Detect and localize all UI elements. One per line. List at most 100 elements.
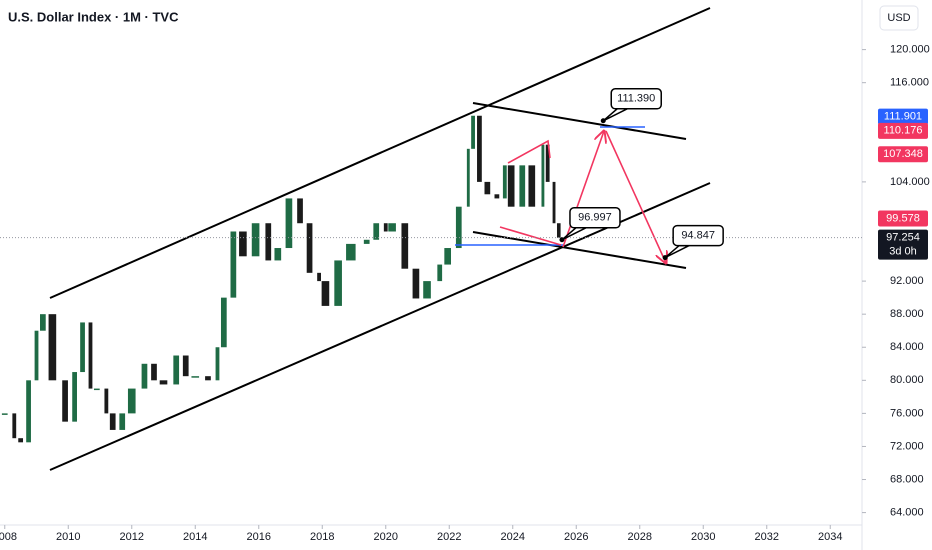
candle — [321, 281, 330, 306]
candle — [466, 148, 470, 207]
candle — [230, 231, 237, 298]
candle — [88, 322, 93, 389]
y-tick-label: 116.000 — [890, 77, 929, 89]
candle — [48, 314, 57, 381]
candle — [191, 376, 200, 378]
x-tick-label: 2030 — [691, 531, 715, 543]
candle — [159, 380, 168, 385]
y-tick-label: 120.000 — [890, 44, 930, 56]
callout-label: 111.390 — [617, 93, 655, 105]
candle — [437, 264, 443, 282]
price-tag — [878, 210, 928, 227]
y-tick-label: 68.000 — [890, 473, 924, 485]
candle — [444, 248, 452, 265]
candle — [251, 223, 260, 257]
price-tag-countdown: 3d 0h — [889, 246, 917, 258]
candle — [80, 322, 85, 373]
price-tag — [878, 122, 928, 139]
x-tick-label: 2034 — [818, 531, 842, 543]
candle — [507, 165, 515, 207]
candle — [528, 165, 536, 207]
candle — [274, 248, 282, 261]
candle — [412, 268, 420, 299]
price-tag-label: 111.901 — [884, 110, 922, 122]
x-tick-label: 2008 — [0, 531, 17, 543]
candle — [556, 223, 561, 238]
candle — [12, 413, 17, 439]
wedge-line — [507, 139, 551, 164]
x-tick-label: 2028 — [628, 531, 652, 543]
callout-label: 96.997 — [578, 212, 612, 224]
candle — [34, 330, 39, 381]
candle — [127, 388, 136, 414]
arrow — [562, 131, 604, 248]
candle — [484, 181, 491, 195]
candle — [215, 347, 220, 381]
callout-label: 94.847 — [681, 229, 715, 241]
candle — [62, 380, 68, 422]
candle — [519, 165, 526, 207]
arrow — [605, 130, 666, 263]
x-tick-label: 2024 — [501, 531, 525, 543]
candle — [541, 144, 545, 207]
y-tick-label: 72.000 — [890, 440, 924, 452]
candle — [502, 165, 507, 199]
candle — [72, 372, 77, 422]
trend-line — [49, 182, 711, 471]
x-tick-label: 2018 — [310, 531, 334, 543]
candle — [545, 144, 550, 182]
candle — [401, 223, 409, 269]
y-tick-label: 76.000 — [890, 407, 924, 419]
candle — [306, 223, 313, 273]
x-tick-label: 2022 — [437, 531, 461, 543]
candle — [220, 297, 227, 348]
candles — [1, 115, 561, 443]
price-tag — [878, 229, 928, 260]
candle — [119, 413, 126, 430]
price-tag-label: 99.578 — [886, 212, 920, 224]
candle — [346, 243, 356, 261]
candle — [40, 314, 46, 331]
candle — [285, 198, 293, 249]
y-tick-label: 92.000 — [890, 275, 924, 287]
candle — [423, 281, 431, 299]
currency-button[interactable] — [879, 5, 919, 31]
x-tick-label: 2032 — [755, 531, 779, 543]
x-tick-label: 2026 — [564, 531, 588, 543]
currency-label[interactable]: USD — [887, 12, 910, 24]
candle — [26, 380, 31, 443]
candle — [373, 223, 380, 240]
candle — [317, 272, 321, 282]
candle — [173, 355, 180, 385]
candle — [455, 206, 462, 249]
trend-line — [472, 102, 687, 140]
x-tick-label: 2014 — [183, 531, 207, 543]
candle — [1, 413, 8, 415]
candle — [182, 355, 189, 377]
candle — [93, 388, 100, 391]
candle — [239, 231, 247, 257]
price-tag-label: 107.348 — [883, 148, 923, 160]
x-tick-label: 2012 — [120, 531, 144, 543]
wedge-line — [499, 226, 562, 246]
x-tick-label: 2020 — [374, 531, 398, 543]
candle — [552, 181, 556, 224]
candle — [334, 260, 342, 306]
price-tag-label: 110.176 — [884, 125, 923, 137]
y-tick-label: 80.000 — [890, 374, 924, 386]
trend-line — [49, 7, 711, 299]
chart-title: U.S. Dollar Index · 1M · TVC — [8, 9, 179, 24]
callout-box — [672, 224, 724, 247]
y-tick-label: 84.000 — [890, 341, 924, 353]
x-tick-label: 2010 — [56, 531, 80, 543]
candle — [265, 223, 272, 261]
trend-line — [472, 231, 687, 269]
drawings — [49, 7, 711, 471]
candle — [477, 115, 482, 182]
candle — [471, 115, 475, 149]
y-tick-label: 64.000 — [890, 507, 924, 519]
price-tag — [878, 146, 928, 163]
y-tick-label: 88.000 — [890, 308, 924, 320]
candle — [494, 194, 500, 199]
